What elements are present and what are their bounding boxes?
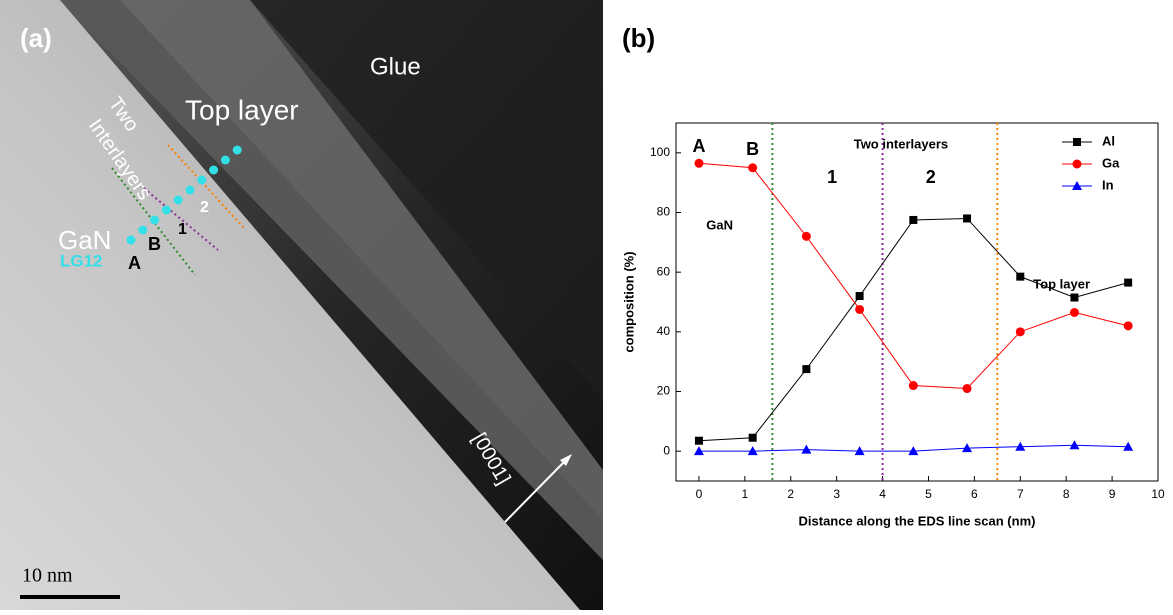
marker — [1123, 321, 1133, 331]
annotation: 1 — [827, 167, 837, 187]
scan-dot — [138, 225, 148, 235]
panel-label: (a) — [20, 23, 52, 53]
y-tick-label: 0 — [663, 443, 670, 457]
scan-dot — [173, 195, 183, 205]
legend-marker — [1072, 181, 1082, 190]
marker — [694, 158, 704, 168]
y-tick-label: 60 — [657, 264, 671, 278]
annotation: A — [692, 136, 705, 156]
series-line — [698, 217, 1129, 442]
marker — [1124, 278, 1133, 287]
marker — [962, 443, 973, 453]
marker — [908, 381, 918, 391]
x-tick-label: 2 — [787, 487, 794, 501]
marker — [748, 163, 758, 173]
label: 2 — [200, 199, 209, 216]
panel-label: (b) — [622, 23, 655, 53]
marker — [908, 446, 919, 456]
x-tick-label: 10 — [1151, 487, 1165, 501]
legend-marker — [1073, 138, 1081, 146]
x-tick-label: 7 — [1017, 487, 1024, 501]
x-tick-label: 9 — [1109, 487, 1116, 501]
y-tick-label: 100 — [650, 145, 670, 159]
y-tick-label: 80 — [657, 205, 671, 219]
marker — [801, 231, 811, 241]
marker — [747, 446, 758, 456]
annotation: 2 — [926, 167, 936, 187]
scan-dot — [185, 185, 195, 195]
marker — [1015, 327, 1025, 337]
marker — [748, 433, 757, 442]
marker — [855, 304, 865, 314]
x-tick-label: 3 — [833, 487, 840, 501]
scan-dot — [232, 145, 242, 155]
label: LG12 — [60, 251, 103, 270]
micrograph: (a) Glue Top layer Two Interlayers GaN L… — [0, 0, 603, 610]
marker — [854, 446, 865, 456]
y-tick-label: 40 — [657, 324, 671, 338]
legend-label: Al — [1102, 133, 1115, 148]
legend-label: In — [1102, 177, 1114, 192]
scan-dot — [220, 155, 230, 165]
legend-label: Ga — [1102, 155, 1120, 170]
label: 1 — [178, 221, 187, 238]
marker — [962, 384, 972, 394]
scan-dot — [161, 205, 171, 215]
scan-dot — [209, 165, 219, 175]
scan-dot — [126, 235, 136, 245]
marker — [802, 365, 811, 374]
x-tick-label: 1 — [742, 487, 749, 501]
y-axis-label: composition (%) — [621, 251, 636, 352]
marker — [1069, 307, 1079, 317]
marker — [801, 444, 812, 454]
label: A — [128, 253, 141, 273]
marker — [693, 446, 704, 456]
marker — [855, 292, 864, 301]
x-axis-label: Distance along the EDS line scan (nm) — [799, 513, 1036, 528]
annotation: Top layer — [1033, 276, 1090, 291]
annotation: Two interlayers — [854, 136, 948, 151]
x-tick-label: 6 — [971, 487, 978, 501]
scale-bar-label: 10 nm — [22, 565, 73, 587]
marker — [1123, 441, 1134, 451]
x-tick-label: 4 — [879, 487, 886, 501]
label: B — [148, 234, 161, 254]
x-tick-label: 0 — [696, 487, 703, 501]
label: Glue — [370, 53, 421, 80]
marker — [1015, 441, 1026, 451]
label: GaN — [58, 225, 111, 255]
label: Top layer — [185, 94, 299, 125]
marker — [909, 215, 918, 224]
x-tick-label: 8 — [1063, 487, 1070, 501]
plot-frame — [675, 122, 1159, 482]
marker — [1069, 440, 1080, 450]
scan-dot — [150, 215, 160, 225]
marker — [694, 436, 703, 445]
y-tick-label: 20 — [657, 384, 671, 398]
scan-dot — [197, 175, 207, 185]
marker — [1016, 272, 1025, 281]
legend-marker — [1072, 159, 1082, 169]
marker — [1070, 293, 1079, 302]
annotation: GaN — [706, 217, 733, 232]
annotation: B — [746, 139, 759, 159]
marker — [963, 214, 972, 223]
x-tick-label: 5 — [925, 487, 932, 501]
